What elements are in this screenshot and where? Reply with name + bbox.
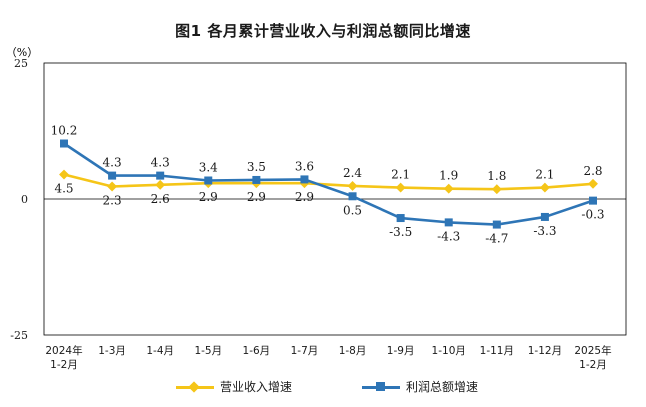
data-label: 1.8 (487, 169, 506, 183)
data-point-profit (204, 176, 213, 185)
legend-label-profit: 利润总额增速 (406, 380, 479, 394)
y-axis: 25 0 -25 (10, 57, 626, 342)
data-point-revenue (491, 184, 502, 195)
legend-label-revenue: 营业收入增速 (220, 380, 293, 394)
data-point-profit (589, 196, 597, 205)
data-point-profit (348, 192, 357, 201)
data-point-profit (252, 175, 261, 184)
data-point-revenue (59, 169, 69, 180)
legend-item-profit: 利润总额增速 (362, 378, 478, 395)
x-tick-label: 1-11月 (480, 345, 514, 357)
data-point-profit (396, 214, 405, 223)
data-label: -4.3 (437, 229, 460, 243)
data-point-revenue (588, 178, 598, 189)
legend-swatch-revenue (176, 380, 214, 393)
data-label: -3.3 (533, 224, 556, 238)
data-label: 2.3 (103, 193, 122, 207)
data-label: 10.2 (51, 124, 78, 138)
x-tick-label: 1-10月 (432, 345, 466, 357)
data-point-profit (540, 212, 549, 221)
data-label: -0.3 (581, 208, 604, 222)
data-label: 3.5 (247, 160, 266, 174)
data-label: 2.9 (247, 190, 266, 204)
data-point-revenue (347, 180, 358, 191)
y-tick-label: -25 (10, 329, 28, 342)
data-label: 2.9 (295, 190, 314, 204)
data-point-revenue (107, 181, 118, 192)
x-tick-label: 1-6月 (243, 345, 271, 357)
x-tick-label: 1-4月 (146, 345, 174, 357)
x-tick-label: 1-12月 (528, 345, 562, 357)
x-tick-label: 2025年 1-2月 (574, 344, 611, 371)
data-label: 2.1 (391, 168, 410, 182)
data-point-revenue (395, 182, 406, 193)
square-marker-icon (376, 381, 385, 391)
data-labels: 4.5 2.3 2.6 2.9 2.9 2.9 2.4 2.1 1.9 1.8 2.1 2.8 10.2… (51, 124, 605, 246)
x-tick-label: 1-7月 (291, 345, 319, 357)
x-tick-label: 1-8月 (339, 345, 367, 357)
data-label: 0.5 (343, 203, 362, 217)
data-label: 1.9 (439, 169, 458, 183)
data-label: 2.8 (583, 164, 602, 178)
data-label: -4.7 (485, 232, 508, 246)
x-tick-label: 1-9月 (387, 345, 415, 357)
data-point-revenue (155, 179, 166, 190)
data-point-profit (60, 139, 68, 148)
data-label: 2.6 (151, 192, 170, 206)
series-line-revenue (63, 173, 594, 191)
legend-item-revenue: 营业收入增速 (176, 378, 292, 395)
data-label: 2.1 (535, 168, 554, 182)
data-label: 4.5 (54, 182, 73, 196)
data-point-revenue (539, 182, 550, 193)
x-axis: 2024年 1-2月 1-3月 1-4月 1-5月 1-6月 1-7月 1-8月 1-9月 1-1… (45, 344, 611, 371)
data-label: 2.9 (199, 190, 218, 204)
data-point-profit (300, 175, 309, 184)
chart-title: 图1 各月累计营业收入与利润总额同比增速 (175, 22, 471, 40)
data-point-revenue (443, 183, 454, 194)
series-line-profit (63, 142, 594, 226)
y-axis-unit-label: （%） (6, 46, 38, 59)
data-label: -3.5 (389, 225, 412, 239)
data-point-profit (492, 220, 501, 229)
data-label: 4.3 (151, 156, 170, 170)
data-point-profit (156, 171, 165, 180)
data-point-profit (444, 218, 453, 227)
x-tick-label: 1-5月 (194, 345, 222, 357)
data-label: 2.4 (343, 166, 362, 180)
data-point-profit (108, 171, 117, 180)
legend: 营业收入增速 利润总额增速 (0, 378, 646, 400)
data-label: 4.3 (103, 156, 122, 170)
x-tick-label: 1-3月 (98, 345, 126, 357)
x-tick-label: 2024年 1-2月 (45, 344, 82, 371)
data-label: 3.4 (199, 161, 218, 175)
diamond-marker-icon (188, 380, 200, 393)
series-layer (59, 139, 598, 229)
y-tick-label: 25 (14, 57, 28, 70)
legend-swatch-profit (362, 381, 400, 393)
data-label: 3.6 (295, 159, 314, 173)
y-tick-label: 0 (21, 193, 28, 206)
